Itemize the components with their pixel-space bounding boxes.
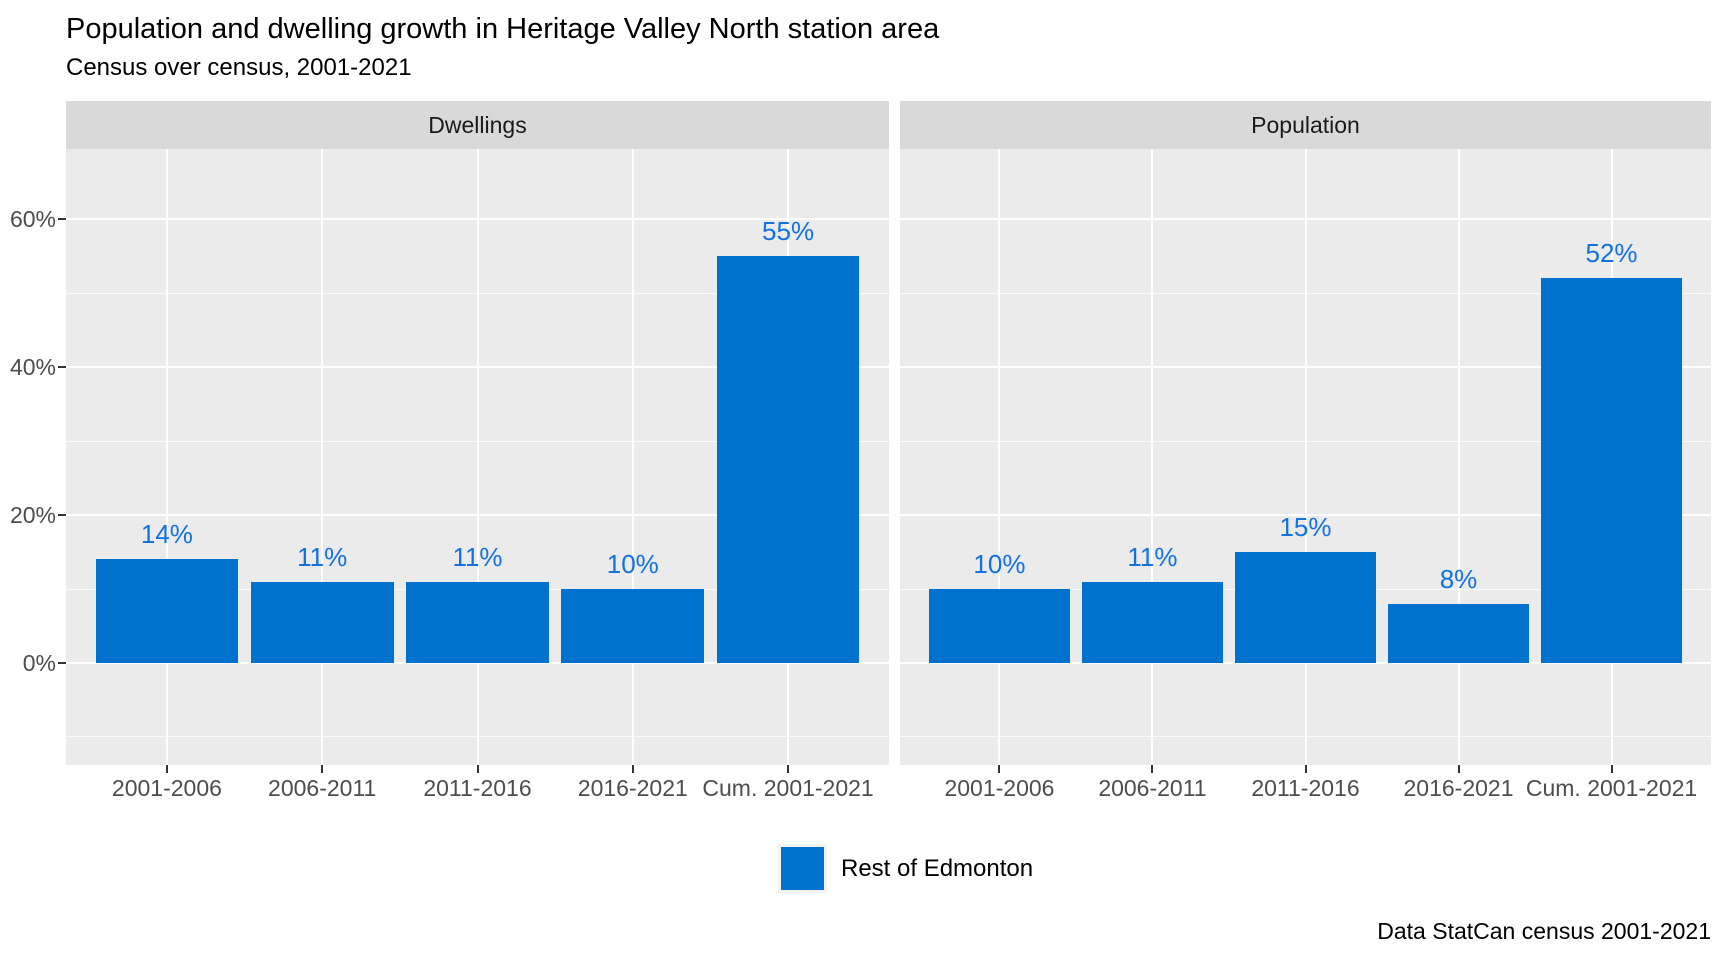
bar xyxy=(561,589,705,663)
gridline-major-x xyxy=(476,149,479,765)
bar-value-label: 55% xyxy=(762,216,815,247)
bar xyxy=(250,581,394,663)
bar xyxy=(95,559,239,663)
gridline-major-x xyxy=(998,149,1001,765)
legend-label: Rest of Edmonton xyxy=(841,855,1034,882)
y-tick-mark xyxy=(58,661,66,664)
x-tick-mark xyxy=(1610,765,1613,773)
facet-strip: Population xyxy=(900,101,1711,149)
x-axis-label: 2011-2016 xyxy=(1251,775,1360,801)
x-axis-label: 2016-2021 xyxy=(1403,775,1514,801)
chart-caption: Data StatCan census 2001-2021 xyxy=(1377,918,1711,944)
bar-value-label: 10% xyxy=(973,549,1026,579)
facet-strip: Dwellings xyxy=(66,101,889,149)
x-axis-label: Cum. 2001-2021 xyxy=(702,775,874,801)
x-tick-mark xyxy=(476,765,479,773)
x-tick-mark xyxy=(787,765,790,773)
y-axis-label: 60% xyxy=(9,206,56,233)
bar-value-label: 8% xyxy=(1439,563,1478,594)
x-axis-label: 2001-2006 xyxy=(111,775,222,801)
y-axis-label: 20% xyxy=(9,502,56,529)
bar-value-label: 52% xyxy=(1585,238,1638,269)
gridline-major-x xyxy=(1151,149,1154,765)
x-axis-label: 2006-2011 xyxy=(1098,775,1207,801)
y-axis-label: 0% xyxy=(22,649,56,676)
y-tick-mark xyxy=(58,514,66,517)
gridline-major-x xyxy=(1457,149,1460,765)
x-tick-mark xyxy=(998,765,1001,773)
bar xyxy=(716,256,860,663)
chart-subtitle: Census over census, 2001-2021 xyxy=(66,54,412,81)
bar xyxy=(1082,581,1223,663)
x-tick-mark xyxy=(321,765,324,773)
x-tick-mark xyxy=(1151,765,1154,773)
bar-value-label: 11% xyxy=(297,541,348,572)
x-axis-label: 2006-2011 xyxy=(268,775,377,801)
bar-value-label: 11% xyxy=(452,541,503,572)
y-tick-mark xyxy=(58,366,66,369)
x-axis-label: 2001-2006 xyxy=(944,775,1055,801)
x-axis-label: Cum. 2001-2021 xyxy=(1525,775,1698,801)
x-axis-label: 2016-2021 xyxy=(577,775,688,801)
x-axis-label: 2011-2016 xyxy=(423,775,532,801)
bar xyxy=(1541,278,1682,663)
x-tick-mark xyxy=(165,765,168,773)
gridline-major-x xyxy=(321,149,324,765)
legend-swatch-rest-of-edmonton xyxy=(778,844,827,893)
x-tick-mark xyxy=(1457,765,1460,773)
bar xyxy=(406,581,549,663)
y-tick-mark xyxy=(58,218,66,221)
chart-title: Population and dwelling growth in Herita… xyxy=(66,13,940,45)
gridline-major-x xyxy=(631,149,634,765)
bar xyxy=(929,589,1070,663)
bar xyxy=(1235,552,1376,663)
gridline-major-x xyxy=(165,149,168,765)
bar xyxy=(1388,603,1529,663)
bar-value-label: 15% xyxy=(1279,512,1332,543)
gridline-major-x xyxy=(1304,149,1307,765)
bar-value-label: 11% xyxy=(1127,541,1178,572)
x-tick-mark xyxy=(631,765,634,773)
bar-value-label: 14% xyxy=(140,519,193,550)
y-axis-label: 40% xyxy=(9,354,56,381)
bar-value-label: 10% xyxy=(606,549,659,579)
legend: Rest of Edmonton xyxy=(0,844,1728,893)
x-tick-mark xyxy=(1304,765,1307,773)
